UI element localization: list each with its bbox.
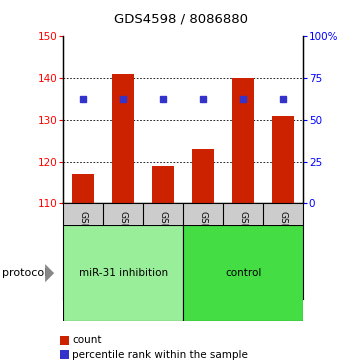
Text: GSM1027205: GSM1027205 (79, 211, 88, 272)
Bar (112, 74, 134, 203)
Text: miR-31 inhibition: miR-31 inhibition (79, 268, 168, 278)
Text: GSM1027207: GSM1027207 (159, 211, 168, 272)
Text: percentile rank within the sample: percentile rank within the sample (72, 350, 248, 360)
Text: GSM1027209: GSM1027209 (239, 211, 248, 272)
Text: GSM1027206: GSM1027206 (119, 211, 128, 272)
Text: GDS4598 / 8086880: GDS4598 / 8086880 (113, 13, 248, 26)
Bar (183, 225, 303, 321)
Bar (63, 225, 183, 321)
Bar (272, 115, 294, 203)
Text: protocol: protocol (2, 268, 47, 278)
Bar (232, 78, 254, 203)
Text: count: count (72, 335, 102, 345)
Text: GSM1027208: GSM1027208 (199, 211, 208, 272)
Bar (152, 166, 174, 203)
Text: GSM1027210: GSM1027210 (279, 211, 288, 272)
Bar (192, 149, 214, 203)
Bar (72, 174, 94, 203)
Text: control: control (225, 268, 261, 278)
